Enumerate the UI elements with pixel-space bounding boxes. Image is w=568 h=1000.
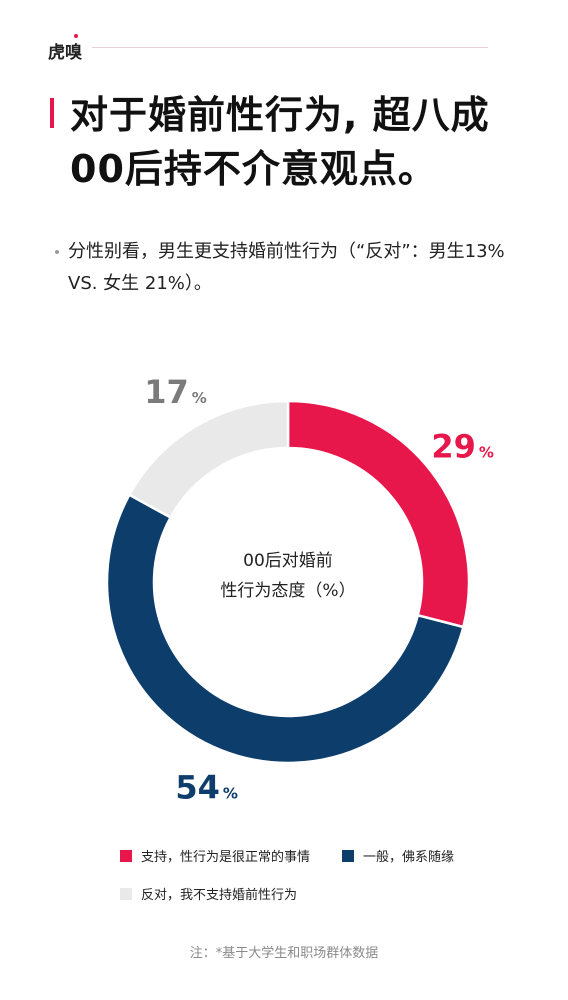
logo-accent-dot <box>74 34 78 38</box>
center-label-line-2: 性行为态度（%） <box>220 581 355 601</box>
legend-swatch-support <box>120 849 132 862</box>
donut-labels: 29 % 54 % 17% <box>144 373 494 800</box>
brand-logo: 虎嗅 <box>48 34 82 63</box>
legend-label-oppose: 反对，我不支持婚前性行为 <box>141 888 298 903</box>
bullet-icon <box>55 250 59 254</box>
donut-slice-oppose <box>127 399 290 520</box>
center-label-line-1: 00后对婚前 <box>243 551 333 571</box>
donut-slices <box>105 399 471 765</box>
donut-chart: 29 % 54 % 17% 00后对婚前 性行为态度（%） <box>105 373 494 800</box>
legend-label-support: 支持，性行为是很正常的事情 <box>141 850 311 865</box>
slice-value-label-oppose: 17% <box>144 373 207 411</box>
legend-item-support: 支持，性行为是很正常的事情 <box>120 846 310 865</box>
legend-item-oppose: 反对，我不支持婚前性行为 <box>120 884 297 903</box>
legend-swatch-neutral <box>342 849 354 862</box>
footnote: 注：*基于大学生和职场群体数据 <box>189 946 379 961</box>
slice-value-label-support: 29% <box>431 428 494 466</box>
legend-swatch-oppose <box>120 887 132 900</box>
header-divider <box>92 47 488 48</box>
slice-value-label-neutral: 54% <box>175 768 238 800</box>
legend-label-neutral: 一般，佛系随缘 <box>363 850 455 865</box>
title-accent-bar <box>50 98 54 128</box>
legend-item-neutral: 一般，佛系随缘 <box>342 846 454 865</box>
brand-logo-text: 虎嗅 <box>48 43 82 63</box>
page-title: 对于婚前性行为, 超八成00后持不介意观点。 <box>70 93 490 191</box>
donut-slice-neutral <box>105 493 465 765</box>
page-subtitle: 分性别看，男生更支持婚前性行为（“反对”：男生13% VS. 女生 21%）。 <box>68 241 505 294</box>
